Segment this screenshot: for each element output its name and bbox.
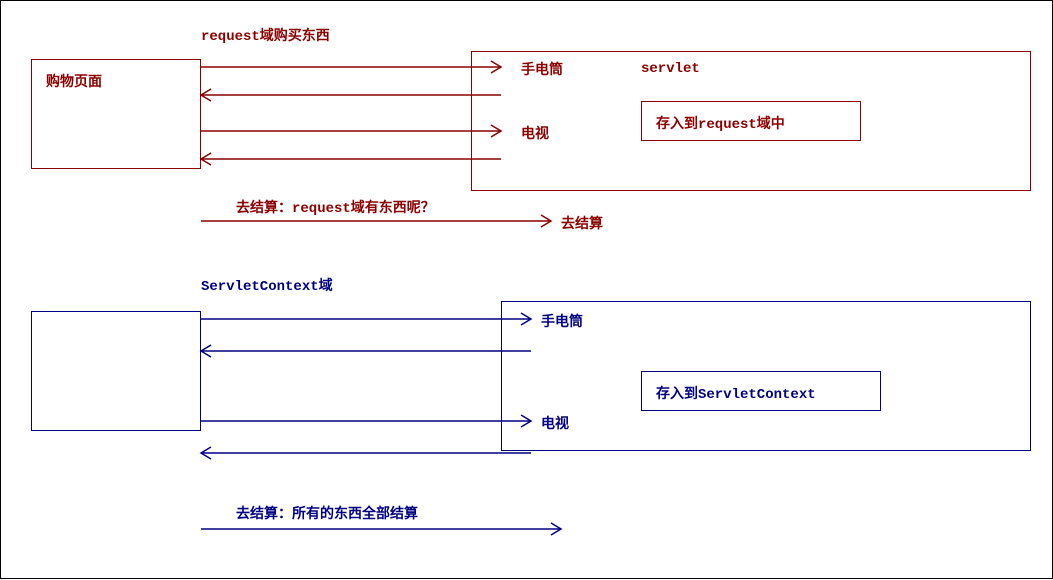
bottom-arrow-5 (1, 1, 1053, 580)
